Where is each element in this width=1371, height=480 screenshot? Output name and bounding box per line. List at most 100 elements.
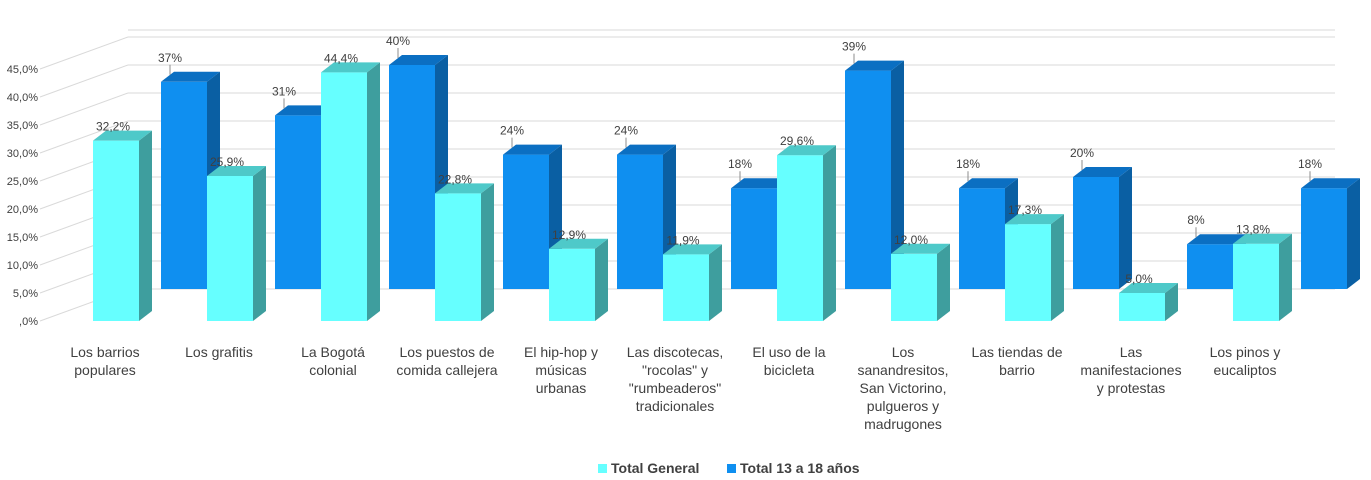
bar-total-general-los-barrios-populares-top [93,130,152,141]
legend-label-total-general: Total General [611,460,699,476]
gridline-diagonal [39,64,129,98]
bar-total-general-el-uso-de-la-bicicleta-top [777,145,836,156]
bar-total-general-las-discotecas-rocolas-y-rumbeaderos-tradicionales-front [663,254,709,321]
bar-total-general-los-pinos-y-eucaliptos-top [1233,233,1292,244]
data-label-total-13-18: 18% [1298,157,1322,171]
bar-total-13-18-las-tiendas-de-barrio-side [1119,167,1132,289]
data-label-total-general: 22,8% [438,172,472,186]
bar-total-general-las-tiendas-de-barrio-front [1005,224,1051,321]
bar-total-general-los-sanandresitos-san-victorino-pulgueros-y-madrugones-side [937,243,950,321]
data-label-total-general: 44,4% [324,51,358,65]
bar-total-13-18-las-manifestaciones-y-protestas-top [1187,234,1246,245]
bar-total-general-el-hip-hop-y-musicas-urbanas-front [549,248,595,321]
y-tick-label: 10,0% [7,260,38,272]
data-label-total-general: 11,9% [666,233,699,247]
bar-total-general-las-manifestaciones-y-protestas-top [1119,283,1178,293]
data-label-total-general: 17,3% [1008,203,1042,217]
x-category-label: "rumbeaderos" [629,380,721,396]
bar-total-general-los-grafitis-side [253,165,266,321]
data-label-total-13-18: 40% [386,34,410,48]
data-label-total-general: 5,0% [1125,272,1153,286]
x-category-label: tradicionales [636,398,715,414]
bar-total-general-la-bogota-colonial-front [321,72,367,321]
data-label-total-general: 12,0% [894,233,928,247]
x-category-label: Las [1120,344,1143,360]
data-label-total-general: 12,9% [552,228,586,242]
bar-total-general-los-puestos-de-comida-callejera-top [435,183,494,194]
bar-total-general-las-tiendas-de-barrio [1005,214,1064,321]
bars [93,55,1360,322]
bar-total-13-18-los-sanandresitos-san-victorino-pulgueros-y-madrugones-top [959,178,1018,189]
data-label-total-general: 25,9% [210,155,244,169]
y-tick-label: 25,0% [7,176,38,188]
x-category-label: pulgueros y [867,398,939,414]
bar-total-general-las-manifestaciones-y-protestas [1119,283,1178,321]
y-tick-label: 15,0% [7,232,38,244]
bar-total-general-el-uso-de-la-bicicleta-side [823,145,836,321]
x-category-label: y protestas [1097,380,1165,396]
x-category-label: colonial [309,362,356,378]
legend: Total General Total 13 a 18 años [598,460,860,476]
x-category-label: comida callejera [396,362,497,378]
x-category-label: músicas [535,362,586,378]
bar-total-13-18-los-pinos-y-eucaliptos-front [1301,188,1347,289]
bar-total-general-los-grafitis-front [207,175,253,321]
bar-total-general-los-barrios-populares-side [139,130,152,321]
y-tick-label: 45,0% [7,64,38,76]
bar-total-13-18-el-hip-hop-y-musicas-urbanas-top [617,144,676,155]
bar-total-general-las-discotecas-rocolas-y-rumbeaderos-tradicionales-side [709,244,722,321]
bar-total-13-18-el-uso-de-la-bicicleta-top [845,60,904,71]
x-category-label: urbanas [536,380,587,396]
legend-swatch-total-13-18 [727,464,736,473]
bar-total-general-los-grafitis-top [207,165,266,176]
data-label-total-13-18: 31% [272,84,296,98]
data-label-total-general: 32,2% [96,120,130,134]
bar-total-13-18-las-tiendas-de-barrio-top [1073,167,1132,177]
data-label-total-13-18: 18% [728,157,752,171]
data-label-total-13-18: 24% [500,124,524,138]
x-category-label: La Bogotá [301,344,365,360]
bar-total-general-el-hip-hop-y-musicas-urbanas [549,238,608,321]
bar-total-13-18-las-discotecas-rocolas-y-rumbeaderos-tradicionales-top [731,178,790,189]
bar-total-general-las-manifestaciones-y-protestas-side [1165,283,1178,321]
x-category-label: San Victorino, [860,380,947,396]
y-tick-label: 35,0% [7,120,38,132]
bar-total-13-18-las-manifestaciones-y-protestas [1187,234,1246,289]
bar-total-13-18-la-bogota-colonial-front [389,65,435,289]
bar-total-general-los-sanandresitos-san-victorino-pulgueros-y-madrugones-front [891,253,937,321]
bar-total-general-los-grafitis [207,165,266,321]
data-labels: 37% 32,2% 31% 25,9% 40% 44,4% 24% 22,8% 24% 12,9%… [96,34,1322,286]
x-category-label: manifestaciones [1080,362,1181,378]
bar-total-general-los-pinos-y-eucaliptos-side [1279,233,1292,321]
x-category-label: Los [892,344,915,360]
x-category-label: Las discotecas, [627,344,724,360]
bar-total-general-las-discotecas-rocolas-y-rumbeaderos-tradicionales [663,244,722,321]
data-label-total-13-18: 37% [158,51,182,65]
bar-total-general-los-barrios-populares-front [93,140,139,321]
gridline-diagonal [39,92,129,126]
bar-total-general-el-hip-hop-y-musicas-urbanas-side [595,238,608,321]
bar-total-general-las-tiendas-de-barrio-side [1051,214,1064,321]
y-axis-ticks: ,0% 5,0% 10,0% 15,0% 20,0% 25,0% 30,0% 35,0% 40,… [7,64,38,328]
bar-total-13-18-la-bogota-colonial-top [389,55,448,65]
x-category-label: barrio [999,362,1035,378]
bar-total-general-la-bogota-colonial [321,62,380,322]
bar-total-13-18-los-pinos-y-eucaliptos [1301,178,1360,289]
bar-total-general-los-barrios-populares [93,130,152,321]
bar-total-13-18-las-discotecas-rocolas-y-rumbeaderos-tradicionales-front [731,188,777,289]
bar-total-13-18-los-barrios-populares-front [161,81,207,289]
legend-swatch-total-general [598,464,607,473]
bar-total-general-los-puestos-de-comida-callejera-front [435,193,481,321]
bar-total-13-18-el-uso-de-la-bicicleta-front [845,70,891,289]
bar-total-general-las-discotecas-rocolas-y-rumbeaderos-tradicionales-top [663,244,722,255]
bar-total-general-las-tiendas-de-barrio-top [1005,214,1064,225]
x-category-label: Los barrios [70,344,139,360]
x-category-label: El uso de la [752,344,825,360]
bar-total-general-el-uso-de-la-bicicleta-front [777,155,823,321]
x-axis-category-labels: Los barrios populares Los grafitis La Bogot… [70,344,1280,432]
data-label-total-general: 29,6% [780,134,814,148]
bar-total-general-los-puestos-de-comida-callejera [435,183,494,321]
bar-total-general-los-pinos-y-eucaliptos [1233,233,1292,321]
x-category-label: Los pinos y [1210,344,1281,360]
data-label-total-13-18: 18% [956,157,980,171]
